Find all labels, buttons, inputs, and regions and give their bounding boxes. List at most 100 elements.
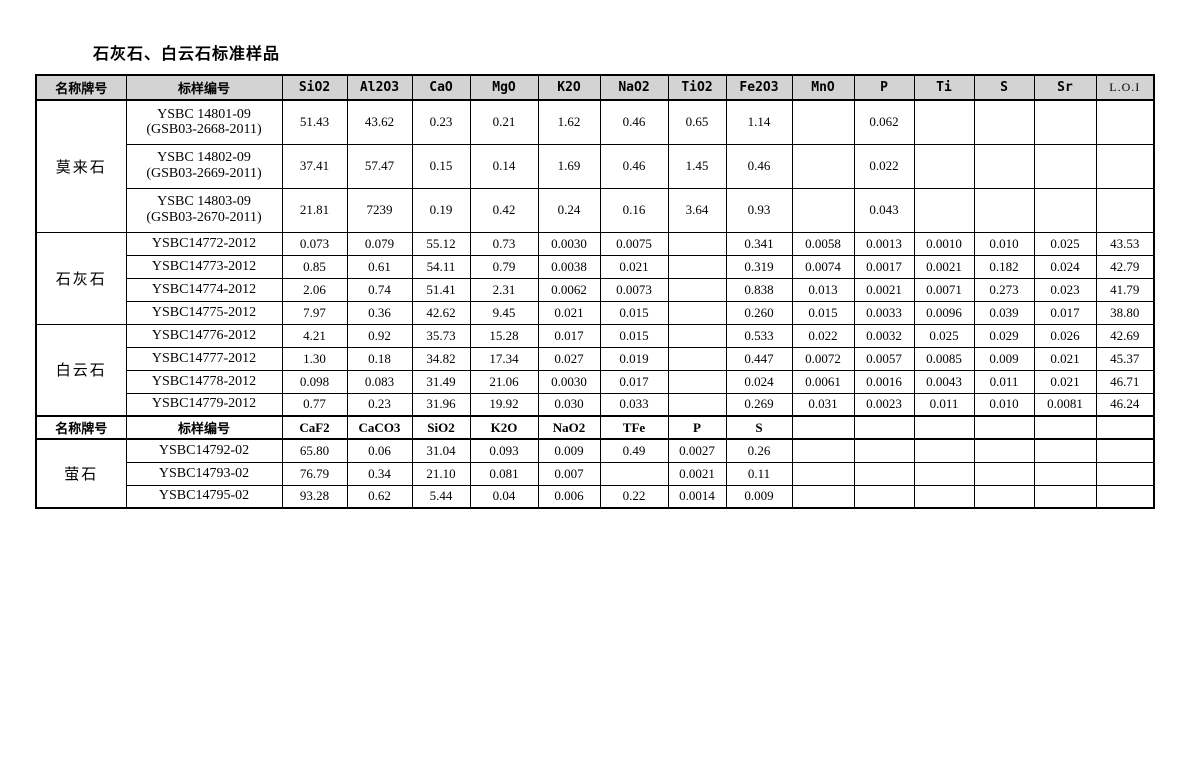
- value-cell: 0.009: [725, 484, 793, 509]
- value-cell: 0.273: [973, 277, 1035, 302]
- value-cell: [1095, 484, 1155, 509]
- column-header: NaO2: [599, 74, 669, 101]
- column-header: TFe: [599, 415, 669, 440]
- column-header: 标样编号: [125, 74, 283, 101]
- value-cell: 2.06: [281, 277, 348, 302]
- value-cell: 0.49: [599, 438, 669, 463]
- value-cell: 43.62: [346, 99, 413, 145]
- value-cell: 0.027: [537, 346, 601, 371]
- value-cell: [1095, 187, 1155, 233]
- sample-code: YSBC 14801-09 (GSB03-2668-2011): [125, 99, 283, 145]
- value-cell: 0.0043: [913, 369, 975, 394]
- value-cell: 0.341: [725, 231, 793, 256]
- value-cell: 46.71: [1095, 369, 1155, 394]
- value-cell: 5.44: [411, 484, 471, 509]
- value-cell: [913, 143, 975, 189]
- value-cell: 0.0032: [853, 323, 915, 348]
- value-cell: 0.0057: [853, 346, 915, 371]
- value-cell: [1095, 461, 1155, 486]
- value-cell: 1.69: [537, 143, 601, 189]
- column-header: [791, 415, 855, 440]
- table-row: 白云石 YSBC14776-2012 4.21 0.92 35.73 15.28 0.017…: [35, 323, 1155, 417]
- value-cell: [1033, 461, 1097, 486]
- value-cell: 34.82: [411, 346, 471, 371]
- value-cell: 0.0030: [537, 369, 601, 394]
- value-cell: 0.0010: [913, 231, 975, 256]
- table-row: 石灰石 YSBC14772-2012 0.073 0.079 55.12 0.73 0.00…: [35, 231, 1155, 325]
- value-cell: 0.017: [537, 323, 601, 348]
- material-group-name: 石灰石: [35, 231, 127, 325]
- value-cell: [853, 438, 915, 463]
- value-cell: 0.19: [411, 187, 471, 233]
- value-cell: 0.0074: [791, 254, 855, 279]
- value-cell: 55.12: [411, 231, 471, 256]
- value-cell: [913, 99, 975, 145]
- value-cell: 0.0030: [537, 231, 601, 256]
- value-cell: 0.42: [469, 187, 539, 233]
- value-cell: [913, 484, 975, 509]
- value-cell: 46.24: [1095, 392, 1155, 417]
- value-cell: 0.93: [725, 187, 793, 233]
- table-row: YSBC14773-2012 0.85 0.61 54.11 0.79 0.0038 0.0…: [36, 254, 1155, 279]
- value-cell: [1033, 99, 1097, 145]
- value-cell: [1095, 143, 1155, 189]
- value-cell: [791, 461, 855, 486]
- value-cell: 0.098: [281, 369, 348, 394]
- value-cell: 37.41: [281, 143, 348, 189]
- table-row: YSBC14774-2012 2.06 0.74 51.41 2.31 0.0062 0.0…: [36, 277, 1155, 302]
- value-cell: 42.62: [411, 300, 471, 325]
- value-cell: 0.34: [346, 461, 413, 486]
- value-cell: [973, 143, 1035, 189]
- value-cell: [667, 392, 727, 417]
- value-cell: 0.0021: [853, 277, 915, 302]
- value-cell: [667, 231, 727, 256]
- value-cell: 0.011: [913, 392, 975, 417]
- value-cell: 93.28: [281, 484, 348, 509]
- value-cell: 0.06: [346, 438, 413, 463]
- value-cell: [973, 461, 1035, 486]
- value-cell: 1.30: [281, 346, 348, 371]
- value-cell: 35.73: [411, 323, 471, 348]
- value-cell: 31.49: [411, 369, 471, 394]
- column-header: MgO: [469, 74, 539, 101]
- value-cell: 0.017: [1033, 300, 1097, 325]
- value-cell: [791, 187, 855, 233]
- value-cell: 0.0072: [791, 346, 855, 371]
- value-cell: 0.023: [1033, 277, 1097, 302]
- column-header: L.O.I: [1095, 74, 1155, 101]
- value-cell: [791, 484, 855, 509]
- value-cell: 0.838: [725, 277, 793, 302]
- value-cell: 0.18: [346, 346, 413, 371]
- value-cell: 0.26: [725, 438, 793, 463]
- column-header: P: [853, 74, 915, 101]
- column-header: Sr: [1033, 74, 1097, 101]
- value-cell: 51.43: [281, 99, 348, 145]
- value-cell: 21.06: [469, 369, 539, 394]
- value-cell: 0.015: [791, 300, 855, 325]
- value-cell: 0.062: [853, 99, 915, 145]
- column-header: S: [725, 415, 793, 440]
- value-cell: 1.62: [537, 99, 601, 145]
- value-cell: 0.15: [411, 143, 471, 189]
- column-header: 名称牌号: [35, 415, 127, 440]
- value-cell: 0.0016: [853, 369, 915, 394]
- sample-code: YSBC14775-2012: [125, 300, 283, 325]
- value-cell: [599, 461, 669, 486]
- value-cell: 0.0038: [537, 254, 601, 279]
- value-cell: [791, 438, 855, 463]
- value-cell: 21.10: [411, 461, 471, 486]
- value-cell: 0.46: [599, 143, 669, 189]
- value-cell: 17.34: [469, 346, 539, 371]
- value-cell: 0.030: [537, 392, 601, 417]
- value-cell: 0.21: [469, 99, 539, 145]
- value-cell: 0.77: [281, 392, 348, 417]
- sample-code: YSBC14779-2012: [125, 392, 283, 417]
- table-row: YSBC14793-02 76.79 0.34 21.10 0.081 0.007 0.00…: [36, 461, 1155, 486]
- value-cell: 0.0062: [537, 277, 601, 302]
- value-cell: 0.013: [791, 277, 855, 302]
- value-cell: 0.081: [469, 461, 539, 486]
- value-cell: 0.025: [1033, 231, 1097, 256]
- value-cell: 0.0058: [791, 231, 855, 256]
- column-header: CaF2: [281, 415, 348, 440]
